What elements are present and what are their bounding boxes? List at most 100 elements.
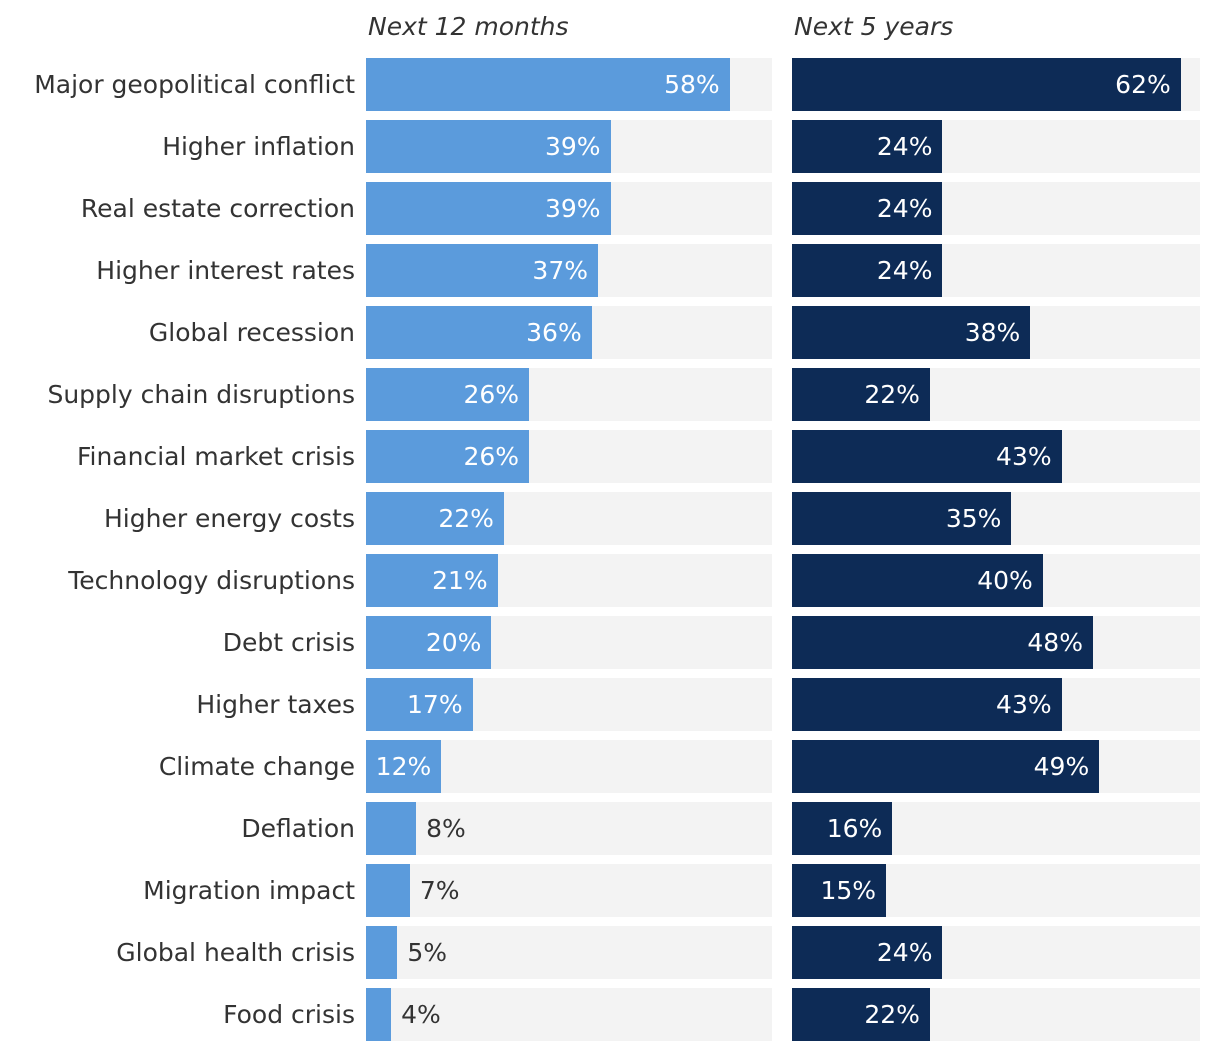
- data-label: 26%: [463, 442, 520, 471]
- bar: [366, 244, 598, 297]
- data-label: 8%: [426, 814, 466, 843]
- data-label: 39%: [544, 194, 601, 223]
- bar-track: 24%: [792, 120, 1200, 173]
- bar-track: 22%: [792, 988, 1200, 1041]
- bar-track: 38%: [792, 306, 1200, 359]
- bar: [792, 926, 943, 979]
- bar: [792, 368, 930, 421]
- data-label: 40%: [977, 566, 1033, 595]
- category-label: Major geopolitical conflict: [34, 70, 355, 99]
- bar: [792, 864, 887, 917]
- bar-track: 58%: [366, 58, 772, 111]
- bar-track: 62%: [792, 58, 1200, 111]
- category-label: Supply chain disruptions: [47, 380, 355, 409]
- bar: [366, 988, 392, 1041]
- data-label: 4%: [401, 1000, 441, 1029]
- bar: [792, 306, 1031, 359]
- data-label: 49%: [1033, 752, 1090, 781]
- data-label: 35%: [945, 504, 1002, 533]
- data-label: 22%: [438, 504, 494, 533]
- bar: [366, 306, 592, 359]
- bar: [792, 988, 930, 1041]
- data-label: 26%: [463, 380, 520, 409]
- bar: [366, 368, 530, 421]
- bar: [792, 616, 1093, 669]
- bar: [792, 802, 893, 855]
- bar-track: 15%: [792, 864, 1200, 917]
- bar-track: 24%: [792, 926, 1200, 979]
- bar: [366, 182, 611, 235]
- bar-track: 39%: [366, 182, 772, 235]
- data-label: 38%: [964, 318, 1021, 347]
- bar-track: 49%: [792, 740, 1200, 793]
- bar: [792, 678, 1062, 731]
- category-label: Financial market crisis: [76, 442, 355, 471]
- bar-track: 16%: [792, 802, 1200, 855]
- bar-track: 26%: [366, 368, 772, 421]
- data-label: 7%: [419, 876, 460, 905]
- bar: [366, 616, 492, 669]
- data-label: 43%: [996, 690, 1052, 719]
- data-label: 36%: [526, 318, 582, 347]
- category-label: Higher inflation: [162, 132, 355, 161]
- bar-track: 43%: [792, 430, 1200, 483]
- bar-track: 12%: [366, 740, 772, 793]
- bar: [792, 244, 943, 297]
- bar: [366, 492, 504, 545]
- bar-track: 37%: [366, 244, 772, 297]
- bar-track: 17%: [366, 678, 772, 731]
- data-label: 39%: [544, 132, 601, 161]
- bar-track: 5%: [366, 926, 772, 979]
- data-label: 24%: [876, 132, 933, 161]
- bar: [366, 740, 442, 793]
- category-label: Higher energy costs: [103, 504, 355, 533]
- data-label: 15%: [820, 876, 877, 905]
- category-label: Higher interest rates: [96, 256, 355, 285]
- data-label: 12%: [375, 752, 432, 781]
- category-label: Global health crisis: [116, 938, 355, 967]
- data-label: 20%: [425, 628, 482, 657]
- data-label: 37%: [532, 256, 588, 285]
- bar-track: 7%: [366, 864, 772, 917]
- bar-track: 36%: [366, 306, 772, 359]
- data-label: 24%: [876, 256, 933, 285]
- bar-track: 26%: [366, 430, 772, 483]
- bar-track: 22%: [792, 368, 1200, 421]
- bar-track: 22%: [366, 492, 772, 545]
- data-label: 5%: [407, 938, 448, 967]
- data-label: 17%: [407, 690, 463, 719]
- bar-track: 35%: [792, 492, 1200, 545]
- bar: [792, 182, 943, 235]
- data-label: 24%: [876, 938, 933, 967]
- bar: [366, 926, 398, 979]
- data-label: 43%: [996, 442, 1052, 471]
- bar: [792, 554, 1043, 607]
- bar: [366, 120, 611, 173]
- bar-track: 24%: [792, 244, 1200, 297]
- bar: [366, 430, 530, 483]
- bar-track: 4%: [366, 988, 772, 1041]
- bar-track: 43%: [792, 678, 1200, 731]
- bar: [366, 864, 410, 917]
- bar: [792, 492, 1012, 545]
- bar-track: 24%: [792, 182, 1200, 235]
- category-label: Debt crisis: [222, 628, 355, 657]
- bar-track: 21%: [366, 554, 772, 607]
- data-label: 22%: [864, 1000, 920, 1029]
- category-label: Real estate correction: [80, 194, 355, 223]
- data-label: 22%: [864, 380, 920, 409]
- series-header: Next 12 months: [368, 12, 569, 41]
- bar: [366, 58, 730, 111]
- bar-track: 8%: [366, 802, 772, 855]
- category-label: Migration impact: [143, 876, 355, 905]
- category-label: Deflation: [241, 814, 355, 843]
- data-label: 24%: [876, 194, 933, 223]
- data-label: 16%: [826, 814, 883, 843]
- bar-track: 48%: [792, 616, 1200, 669]
- bar: [792, 58, 1181, 111]
- bar: [366, 678, 473, 731]
- data-label: 21%: [432, 566, 488, 595]
- series-header: Next 5 years: [794, 12, 954, 41]
- data-label: 58%: [664, 70, 720, 99]
